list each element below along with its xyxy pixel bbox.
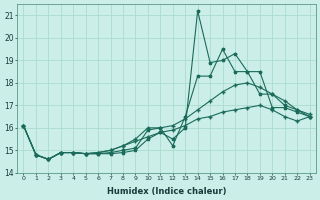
- X-axis label: Humidex (Indice chaleur): Humidex (Indice chaleur): [107, 187, 226, 196]
